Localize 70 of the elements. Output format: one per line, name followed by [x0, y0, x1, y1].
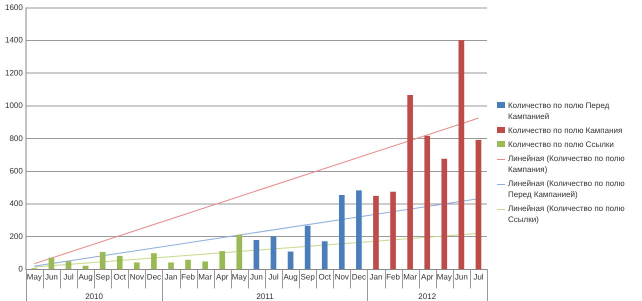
- bar: [202, 262, 208, 270]
- bar: [390, 192, 396, 270]
- x-tick-label: Oct: [114, 272, 127, 282]
- x-tick-label: Apr: [216, 272, 229, 282]
- bar: [270, 236, 276, 270]
- y-tick-label: 0: [18, 264, 24, 274]
- bar: [476, 140, 482, 270]
- bar: [116, 256, 123, 270]
- x-tick-label: Sep: [300, 272, 316, 282]
- x-tick-label: Jan: [164, 272, 178, 282]
- y-tick-label: 1400: [5, 36, 24, 45]
- bar: [407, 94, 413, 270]
- bar: [151, 253, 157, 270]
- bar: [424, 136, 430, 270]
- y-tick-label: 1000: [5, 101, 24, 110]
- x-tick-label: Jun: [44, 272, 58, 282]
- x-tick-label: Dec: [146, 272, 162, 282]
- bar: [66, 261, 72, 270]
- text: 2010: [85, 292, 104, 301]
- bar: [185, 260, 191, 270]
- x-tick-label: May: [436, 272, 452, 282]
- legend-label: Линейная (Количество по полю Перед Кампанией): [508, 178, 626, 200]
- x-tick-label: Dec: [352, 272, 366, 282]
- bar: [441, 158, 448, 270]
- bar: [48, 258, 54, 270]
- x-tick-label: Feb: [181, 272, 196, 282]
- bar: [356, 190, 362, 270]
- bar: [338, 195, 345, 270]
- x-tick-label: May: [26, 272, 42, 282]
- x-tick-label: Jul: [473, 272, 484, 282]
- x-tick-label: Jun: [454, 272, 468, 282]
- text: 2012: [418, 292, 436, 301]
- x-tick-label: Jan: [370, 272, 382, 282]
- bar: [304, 226, 310, 270]
- x-tick-label: Aug: [283, 272, 298, 282]
- bar: [458, 40, 464, 270]
- bar: [134, 262, 140, 270]
- y-tick-label: 800: [9, 134, 24, 143]
- bar: [322, 241, 328, 270]
- x-tick-label: Nov: [334, 272, 349, 282]
- x-tick-label: Mar: [403, 272, 418, 282]
- legend-label: Линейная (Количество по полю Ссылки): [508, 203, 626, 225]
- y-tick-label: 1600: [5, 3, 24, 12]
- x-tick-label: Mar: [198, 272, 212, 282]
- y-tick-label: 200: [9, 232, 24, 241]
- legend-label: Количество по полю Перед Кампанией: [508, 100, 610, 122]
- y-tick-label: 400: [9, 199, 24, 208]
- bar: [219, 251, 226, 270]
- text: 2011: [256, 292, 274, 301]
- x-tick-label: Feb: [386, 272, 400, 282]
- bar: [288, 252, 294, 270]
- y-tick-label: 600: [9, 166, 24, 176]
- x-tick-label: Oct: [318, 272, 332, 282]
- x-tick-label: Sep: [96, 272, 110, 282]
- bar: [373, 196, 379, 270]
- x-tick-label: Jul: [268, 272, 279, 282]
- legend-label: Количество по полю Кампания: [508, 125, 622, 136]
- bar: [100, 252, 106, 270]
- bar: [254, 240, 260, 270]
- x-tick-label: Apr: [420, 272, 434, 282]
- x-tick-label: Aug: [78, 272, 93, 282]
- bar: [168, 262, 174, 270]
- x-tick-label: Jul: [63, 272, 74, 282]
- bar: [236, 234, 242, 270]
- y-tick-label: 1200: [5, 68, 24, 78]
- x-tick-label: May: [232, 272, 247, 282]
- legend-label: Количество по полю Ссылки: [508, 139, 614, 150]
- x-tick-label: Nov: [130, 272, 144, 282]
- legend-label: Линейная (Количество по полю Кампания): [508, 153, 626, 175]
- x-tick-label: Jun: [250, 272, 263, 282]
